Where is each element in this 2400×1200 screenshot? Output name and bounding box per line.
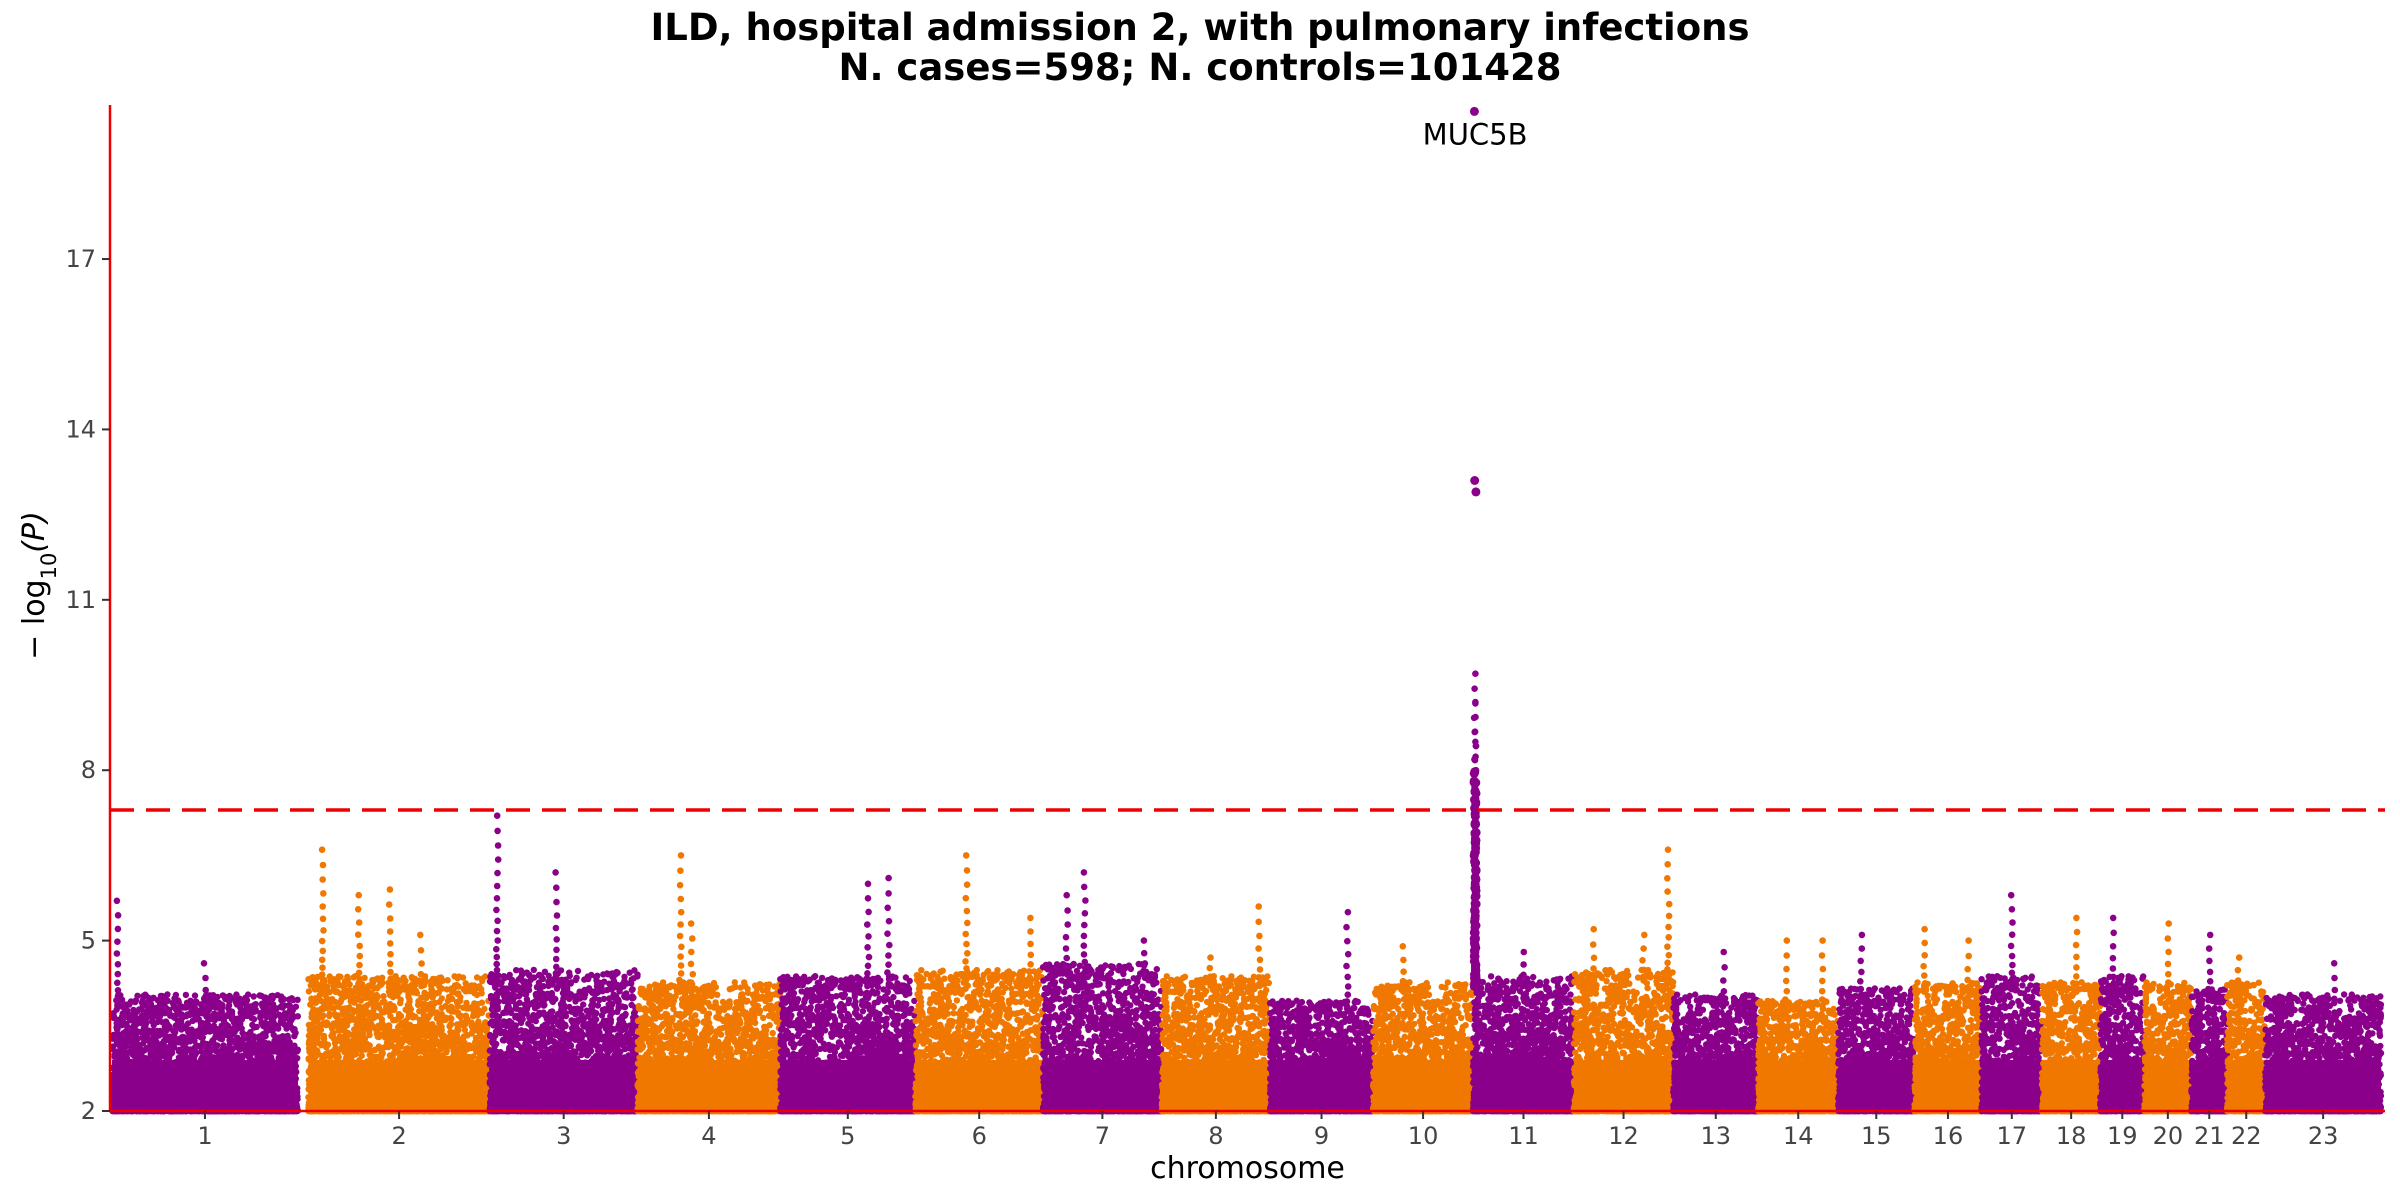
snp-point	[216, 1005, 222, 1011]
snp-point	[257, 1013, 263, 1019]
snp-point	[135, 1029, 141, 1035]
snp-point	[245, 991, 251, 997]
snp-point	[269, 1026, 275, 1032]
snp-point	[275, 1025, 281, 1031]
snp-point	[278, 1018, 284, 1024]
snp-point	[183, 992, 189, 998]
snp-point	[192, 992, 198, 998]
snp-point	[251, 993, 257, 999]
data-points	[109, 107, 2384, 1114]
snp-point	[295, 1013, 301, 1019]
